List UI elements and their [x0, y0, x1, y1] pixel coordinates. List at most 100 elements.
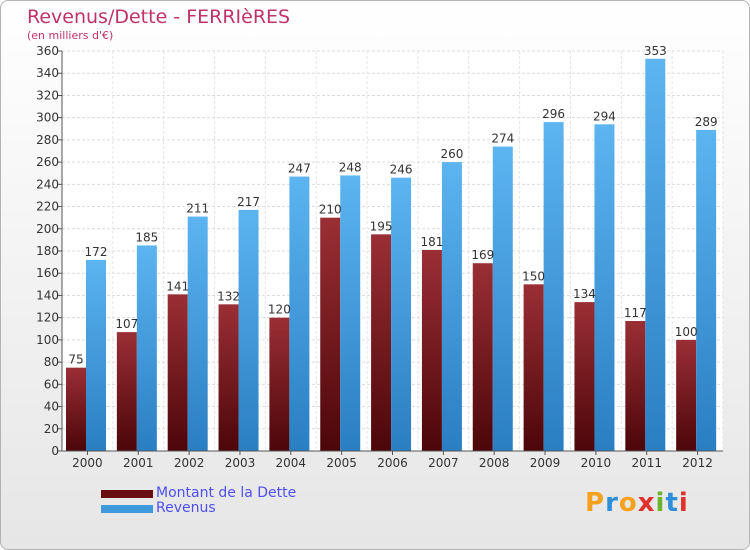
- data-label-revenus-2012: 289: [695, 115, 718, 129]
- data-label-revenus-2008: 274: [491, 132, 514, 146]
- y-tick-label: 160: [36, 266, 59, 280]
- chart-title: Revenus/Dette - FERRIèRES: [27, 6, 291, 28]
- y-tick-label: 340: [36, 66, 59, 80]
- bar-revenus-2012: [696, 129, 717, 451]
- x-tick-label-2003: 2003: [225, 456, 256, 470]
- logo-letter: i: [678, 488, 689, 518]
- data-label-revenus-2005: 248: [339, 160, 362, 174]
- bar-revenus-2008: [492, 146, 513, 452]
- y-tick-label: 20: [44, 422, 59, 436]
- x-tick-label-2007: 2007: [428, 456, 459, 470]
- label-layer: 75 172 107 185 141 211 132 217 120 247 210 248 195 24…: [68, 44, 717, 367]
- x-tick-label-2006: 2006: [377, 456, 408, 470]
- data-label-revenus-2004: 247: [288, 162, 311, 176]
- bar-revenus-2005: [340, 175, 361, 451]
- bar-dette-2010: [574, 302, 595, 451]
- bar-revenus-2000: [86, 259, 106, 451]
- data-label-revenus-2010: 294: [593, 109, 616, 123]
- bar-dette-2003: [218, 304, 239, 451]
- y-tick-label: 260: [36, 155, 59, 169]
- logo-letter: o: [618, 488, 638, 518]
- bar-revenus-2004: [289, 176, 310, 452]
- data-label-dette-2001: 107: [115, 317, 138, 331]
- data-label-dette-2006: 195: [370, 219, 393, 233]
- x-tick-label-2000: 2000: [72, 456, 103, 470]
- bar-layer: [66, 58, 717, 452]
- bar-dette-2011: [625, 321, 646, 451]
- bar-dette-2008: [472, 263, 493, 451]
- data-label-revenus-2001: 185: [135, 230, 158, 244]
- data-label-dette-2000: 75: [68, 353, 83, 367]
- x-tick-label-2005: 2005: [326, 456, 357, 470]
- logo-letter: t: [665, 488, 679, 518]
- legend-swatch-revenus: [101, 505, 153, 513]
- legend-label-debt: Montant de la Dette: [156, 485, 297, 501]
- bar-revenus-2010: [594, 124, 615, 451]
- bar-dette-2009: [523, 284, 544, 451]
- x-tick-label-2002: 2002: [174, 456, 205, 470]
- y-tick-label: 360: [36, 44, 59, 58]
- data-label-dette-2008: 169: [471, 248, 494, 262]
- bar-dette-2000: [66, 367, 86, 451]
- chart-subtitle: (en milliers d'€): [27, 29, 114, 42]
- y-tick-label: 220: [36, 200, 59, 214]
- data-label-revenus-2006: 246: [390, 163, 413, 177]
- data-label-dette-2005: 210: [319, 203, 342, 217]
- legend-label-revenus: Revenus: [156, 500, 216, 516]
- data-label-dette-2004: 120: [268, 303, 291, 317]
- y-tick-label: 280: [36, 133, 59, 147]
- y-tick-label: 120: [36, 311, 59, 325]
- proxiti-logo: Proxiti: [585, 488, 689, 518]
- bar-revenus-2009: [543, 122, 564, 451]
- data-label-dette-2012: 100: [675, 325, 698, 339]
- data-label-revenus-2003: 217: [237, 195, 260, 209]
- data-label-revenus-2007: 260: [440, 147, 463, 161]
- y-tick-label: 200: [36, 222, 59, 236]
- bar-revenus-2006: [391, 177, 412, 451]
- axis-layer: 0 20 40 60 80 100 120 140 160 180 200 220 240 260 280 3…: [36, 44, 723, 470]
- bar-revenus-2011: [645, 58, 666, 452]
- bar-revenus-2002: [187, 216, 208, 451]
- logo-letter: P: [585, 488, 606, 518]
- bar-dette-2005: [320, 217, 341, 451]
- data-label-dette-2003: 132: [217, 289, 240, 303]
- x-tick-label-2009: 2009: [530, 456, 561, 470]
- legend-swatch-debt: [101, 490, 153, 498]
- bar-dette-2001: [116, 332, 137, 451]
- y-tick-label: 240: [36, 177, 59, 191]
- logo-letter: x: [637, 488, 656, 518]
- y-tick-label: 60: [44, 377, 59, 391]
- logo-letter: i: [655, 488, 666, 518]
- x-tick-label-2011: 2011: [631, 456, 662, 470]
- y-tick-label: 320: [36, 88, 59, 102]
- bar-revenus-2007: [441, 162, 462, 451]
- data-label-dette-2009: 150: [522, 269, 545, 283]
- data-label-dette-2007: 181: [420, 235, 443, 249]
- bar-dette-2012: [676, 339, 697, 451]
- bar-revenus-2001: [136, 245, 157, 451]
- data-label-revenus-2011: 353: [644, 44, 667, 58]
- y-tick-label: 80: [44, 355, 59, 369]
- bar-dette-2004: [269, 317, 290, 451]
- bar-dette-2002: [167, 294, 188, 451]
- y-tick-label: 140: [36, 288, 59, 302]
- x-tick-label-2001: 2001: [123, 456, 154, 470]
- data-label-dette-2011: 117: [624, 306, 647, 320]
- y-tick-label: 40: [44, 400, 59, 414]
- y-tick-label: 0: [51, 444, 59, 458]
- x-tick-label-2012: 2012: [682, 456, 713, 470]
- x-tick-label-2010: 2010: [581, 456, 612, 470]
- y-tick-label: 300: [36, 111, 59, 125]
- x-tick-label-2008: 2008: [479, 456, 510, 470]
- y-tick-label: 180: [36, 244, 59, 258]
- bar-dette-2006: [371, 234, 392, 451]
- bar-dette-2007: [421, 249, 442, 451]
- y-tick-label: 100: [36, 333, 59, 347]
- logo-letter: r: [605, 488, 619, 518]
- x-tick-label-2004: 2004: [276, 456, 307, 470]
- data-label-revenus-2000: 172: [85, 245, 108, 259]
- data-label-revenus-2002: 211: [186, 202, 209, 216]
- data-label-dette-2010: 134: [573, 287, 596, 301]
